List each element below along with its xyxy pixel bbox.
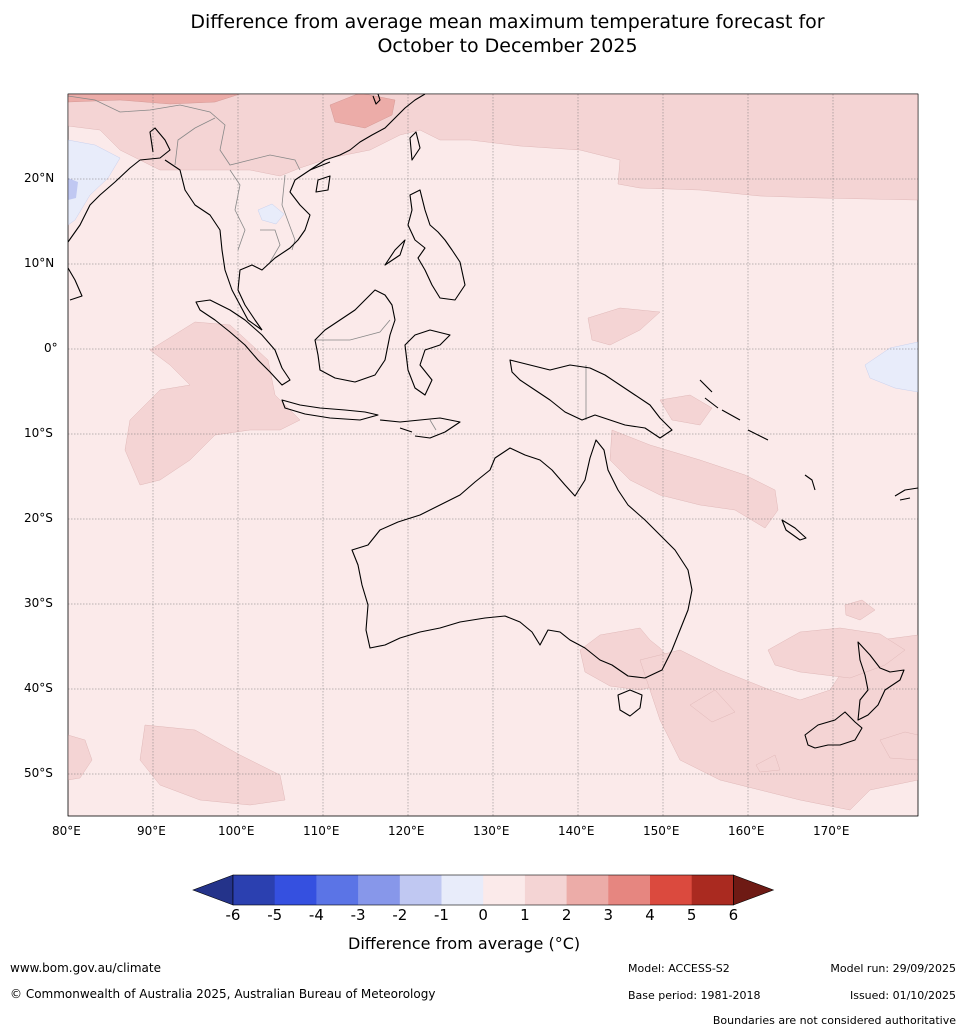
map-frame <box>67 93 919 817</box>
colorbar-swatch <box>399 875 442 905</box>
lat-label-20s: 20°S <box>24 511 53 525</box>
colorbar-tick-label: -3 <box>350 906 366 924</box>
lat-label-30s: 30°S <box>24 596 53 610</box>
new-caledonia-coast <box>781 519 807 541</box>
india-coast <box>68 159 141 301</box>
anomaly-minus-2-to-minus-1-region <box>68 178 78 200</box>
solomons-coast <box>699 379 769 441</box>
colorbar-frame <box>232 874 734 906</box>
lat-label-50s: 50°S <box>24 766 53 780</box>
lon-label-150e: 150°E <box>643 824 680 838</box>
lon-label-160e: 160°E <box>728 824 765 838</box>
colorbar-tick-label: 0 <box>478 906 488 924</box>
philippines-coast <box>384 189 466 301</box>
lon-label-130e: 130°E <box>473 824 510 838</box>
colorbar-tick-label: -2 <box>392 906 408 924</box>
lon-label-100e: 100°E <box>218 824 255 838</box>
borneo-coast <box>314 289 396 383</box>
taiwan-coast <box>409 131 421 161</box>
colorbar-swatch <box>691 875 734 905</box>
colorbar-swatch <box>316 875 359 905</box>
colorbar-tick-label: 1 <box>520 906 530 924</box>
colorbar-swatch <box>233 875 276 905</box>
colorbar-tick-label: 5 <box>686 906 697 924</box>
colorbar-tick-label: 2 <box>561 906 572 924</box>
colorbar-swatch <box>358 875 401 905</box>
colorbar-tick-label: -1 <box>434 906 449 924</box>
colorbar-tick-label: 6 <box>728 906 739 924</box>
footer-url[interactable]: www.bom.gov.au/climate <box>10 961 161 975</box>
lon-label-80e: 80°E <box>52 824 81 838</box>
lat-label-20n: 20°N <box>24 171 55 185</box>
colorbar-tick-label: -4 <box>308 906 324 924</box>
colorbar-extend-low <box>192 874 234 906</box>
lon-label-90e: 90°E <box>137 824 166 838</box>
anomaly-1-to-2-regions <box>68 94 918 811</box>
map-title: Difference from average mean maximum tem… <box>0 10 965 58</box>
lesser-sunda-coast <box>379 417 461 439</box>
indochina-coast <box>237 94 426 331</box>
anomaly-minus-1-to-0-regions <box>68 139 918 393</box>
colorbar-extend-high <box>733 874 775 906</box>
fiji-coast <box>894 487 918 501</box>
colorbar <box>192 874 775 906</box>
colorbar-swatch <box>274 875 317 905</box>
lon-label-170e: 170°E <box>813 824 850 838</box>
sumatra-coast <box>195 299 291 386</box>
footer-model: Model: ACCESS-S2 <box>628 962 730 975</box>
china-coast <box>309 94 381 193</box>
lon-label-110e: 110°E <box>303 824 340 838</box>
graticule <box>68 94 918 816</box>
vanuatu-coast <box>804 474 816 491</box>
anomaly-2-to-3-regions <box>68 94 396 129</box>
bay-of-bengal-coast <box>139 127 263 331</box>
colorbar-swatch <box>566 875 609 905</box>
colorbar-tick-label: -6 <box>225 906 241 924</box>
colorbar-swatch <box>650 875 693 905</box>
sulawesi-coast <box>404 329 451 396</box>
coastlines <box>68 94 918 749</box>
lon-label-120e: 120°E <box>388 824 425 838</box>
tasmania-coast <box>617 689 643 717</box>
colorbar-swatch <box>608 875 651 905</box>
new-guinea-coast <box>509 359 673 439</box>
colorbar-title-unit: °C) <box>554 934 581 953</box>
colorbar-title-text: Difference from average ( <box>348 934 555 953</box>
footer-copyright: © Commonwealth of Australia 2025, Austra… <box>10 987 436 1001</box>
new-zealand-north-coast <box>857 641 905 721</box>
lon-label-140e: 140°E <box>558 824 595 838</box>
colorbar-title: Difference from average (°C) <box>348 934 580 953</box>
colorbar-tick-label: -5 <box>267 906 283 924</box>
footer-disclaimer: Boundaries are not considered authoritat… <box>712 1014 956 1027</box>
lat-label-10n: 10°N <box>24 256 55 270</box>
colorbar-swatch <box>524 875 568 905</box>
java-coast <box>281 399 379 421</box>
lat-label-10s: 10°S <box>24 426 53 440</box>
colorbar-swatch <box>483 875 526 905</box>
colorbar-tick-label: 4 <box>645 906 655 924</box>
new-zealand-south-coast <box>804 711 863 749</box>
lat-label-40s: 40°S <box>24 681 53 695</box>
australia-coast <box>351 439 693 679</box>
country-boundaries <box>68 95 587 431</box>
title-line-1: Difference from average mean maximum tem… <box>190 11 825 33</box>
footer-issued: Issued: 01/10/2025 <box>849 989 956 1002</box>
footer-model-run: Model run: 29/09/2025 <box>830 962 956 975</box>
footer-base-period: Base period: 1981-2018 <box>628 989 761 1002</box>
colorbar-tick-label: 3 <box>603 906 614 924</box>
lat-label-0: 0° <box>44 341 58 355</box>
title-line-2: October to December 2025 <box>377 35 638 57</box>
colorbar-swatch <box>441 875 484 905</box>
